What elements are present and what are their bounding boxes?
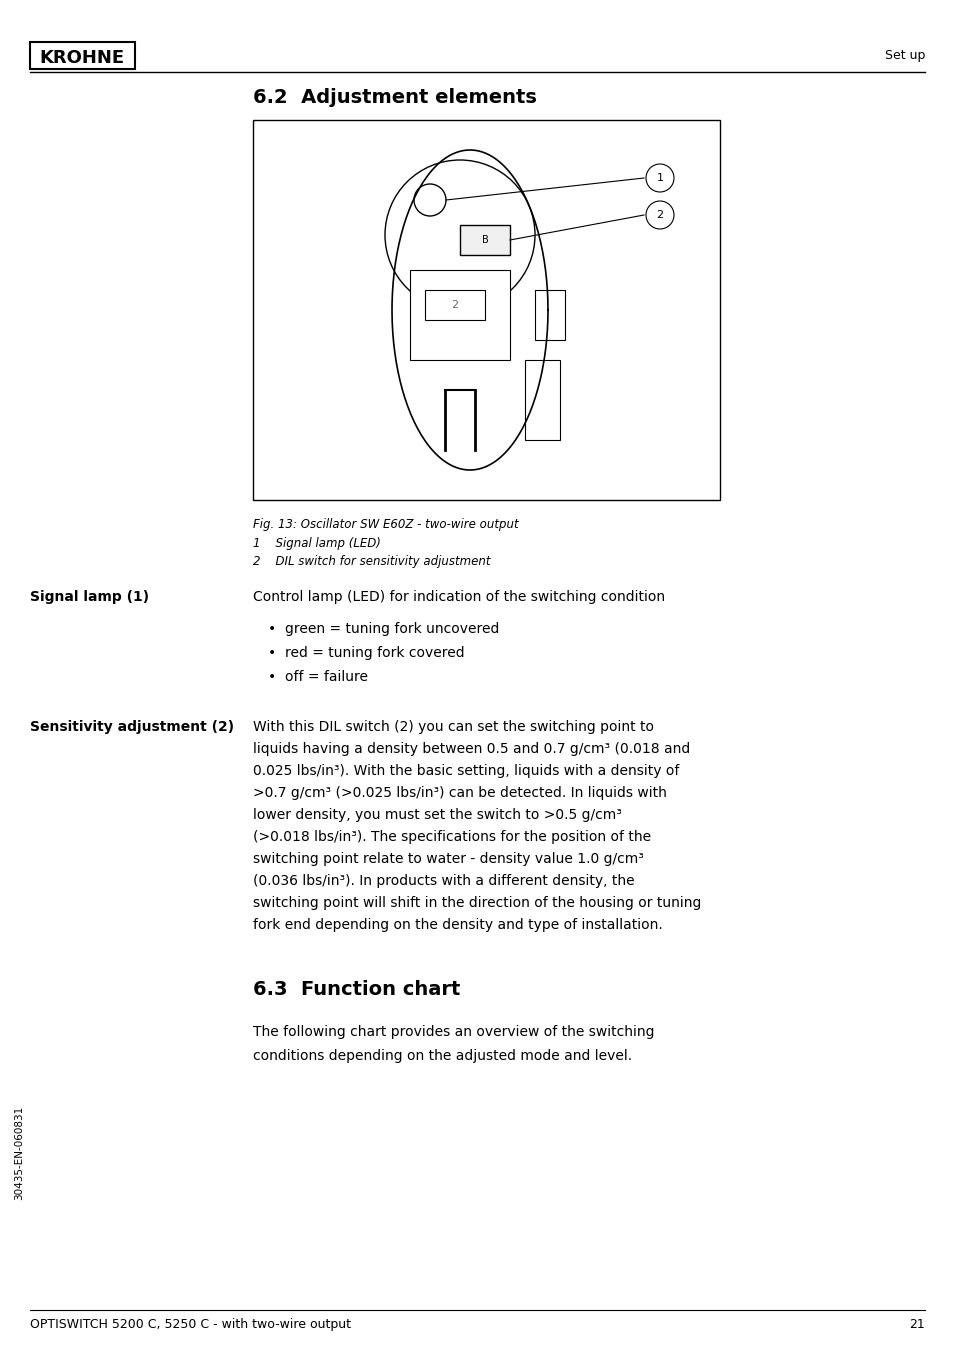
Text: fork end depending on the density and type of installation.: fork end depending on the density and ty…: [253, 918, 662, 932]
Text: red = tuning fork covered: red = tuning fork covered: [285, 646, 464, 660]
Text: green = tuning fork uncovered: green = tuning fork uncovered: [285, 622, 498, 635]
Text: •: •: [268, 671, 276, 684]
Text: Signal lamp (1): Signal lamp (1): [30, 589, 149, 604]
FancyBboxPatch shape: [30, 42, 135, 69]
Text: 6.3  Function chart: 6.3 Function chart: [253, 980, 460, 999]
Text: Fig. 13: Oscillator SW E60Z - two-wire output: Fig. 13: Oscillator SW E60Z - two-wire o…: [253, 518, 518, 531]
Text: (>0.018 lbs/in³). The specifications for the position of the: (>0.018 lbs/in³). The specifications for…: [253, 830, 651, 844]
Bar: [459, 224, 510, 256]
Text: switching point relate to water - density value 1.0 g/cm³: switching point relate to water - densit…: [253, 852, 643, 867]
Text: 2: 2: [656, 210, 663, 220]
Text: >0.7 g/cm³ (>0.025 lbs/in³) can be detected. In liquids with: >0.7 g/cm³ (>0.025 lbs/in³) can be detec…: [253, 786, 666, 800]
Bar: [524, 360, 559, 439]
Bar: [253, 120, 720, 500]
Text: The following chart provides an overview of the switching: The following chart provides an overview…: [253, 1025, 654, 1038]
Text: 2: 2: [451, 300, 458, 310]
Text: 6.2  Adjustment elements: 6.2 Adjustment elements: [253, 88, 537, 107]
Bar: [410, 270, 510, 360]
Text: conditions depending on the adjusted mode and level.: conditions depending on the adjusted mod…: [253, 1049, 632, 1063]
Text: 0.025 lbs/in³). With the basic setting, liquids with a density of: 0.025 lbs/in³). With the basic setting, …: [253, 764, 679, 777]
Text: 1: 1: [656, 173, 662, 183]
Text: Control lamp (LED) for indication of the switching condition: Control lamp (LED) for indication of the…: [253, 589, 664, 604]
Text: 21: 21: [908, 1318, 924, 1330]
Text: lower density, you must set the switch to >0.5 g/cm³: lower density, you must set the switch t…: [253, 808, 621, 822]
Text: 1    Signal lamp (LED): 1 Signal lamp (LED): [253, 537, 380, 550]
Text: B: B: [481, 235, 488, 245]
Text: Sensitivity adjustment (2): Sensitivity adjustment (2): [30, 721, 233, 734]
Text: Set up: Set up: [883, 49, 924, 62]
Text: •: •: [268, 622, 276, 635]
Text: •: •: [268, 646, 276, 660]
Text: KROHNE: KROHNE: [39, 49, 125, 68]
Text: OPTISWITCH 5200 C, 5250 C - with two-wire output: OPTISWITCH 5200 C, 5250 C - with two-wir…: [30, 1318, 351, 1330]
Text: With this DIL switch (2) you can set the switching point to: With this DIL switch (2) you can set the…: [253, 721, 654, 734]
Text: 30435-EN-060831: 30435-EN-060831: [14, 1106, 24, 1201]
Text: liquids having a density between 0.5 and 0.7 g/cm³ (0.018 and: liquids having a density between 0.5 and…: [253, 742, 690, 756]
Text: off = failure: off = failure: [285, 671, 368, 684]
Bar: [535, 289, 564, 339]
Text: (0.036 lbs/in³). In products with a different density, the: (0.036 lbs/in³). In products with a diff…: [253, 873, 634, 888]
Text: switching point will shift in the direction of the housing or tuning: switching point will shift in the direct…: [253, 896, 700, 910]
Text: 2    DIL switch for sensitivity adjustment: 2 DIL switch for sensitivity adjustment: [253, 556, 490, 568]
Bar: [424, 289, 484, 320]
